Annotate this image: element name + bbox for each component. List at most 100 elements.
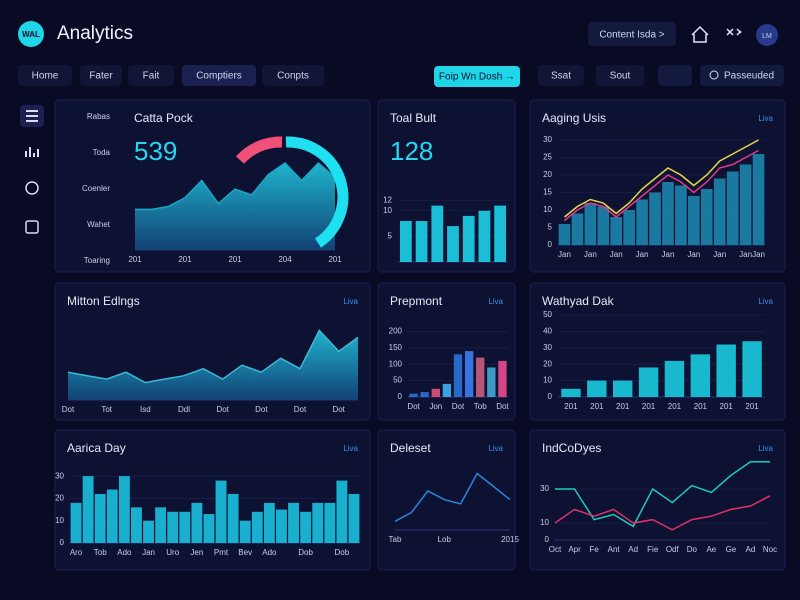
nav-tab-label[interactable]: Conpts bbox=[277, 71, 309, 82]
panel-title: Catta Pock bbox=[134, 111, 194, 125]
x-tick-label: Ad bbox=[746, 545, 756, 554]
bar bbox=[118, 476, 130, 543]
x-tick-label: 201 bbox=[720, 402, 734, 411]
panel-link[interactable]: Liva bbox=[488, 444, 503, 453]
bar bbox=[442, 383, 452, 397]
bar bbox=[716, 344, 736, 397]
bar bbox=[94, 493, 106, 543]
x-tick-label: Ad bbox=[628, 545, 638, 554]
nav-tab[interactable] bbox=[262, 65, 324, 86]
nav-tab[interactable] bbox=[182, 65, 256, 86]
panel-title: IndCoDyes bbox=[542, 441, 601, 455]
content-button-label[interactable]: Content Isda > bbox=[599, 30, 664, 41]
home-icon[interactable] bbox=[691, 25, 709, 43]
bar bbox=[561, 388, 581, 397]
x-tick-label: 201 bbox=[128, 255, 142, 264]
x-tick-label: 201 bbox=[616, 402, 630, 411]
x-tick-label: Jan bbox=[610, 250, 623, 259]
panel bbox=[529, 429, 786, 571]
x-tick-label: 2015 bbox=[501, 535, 519, 544]
bar bbox=[191, 502, 203, 543]
y-tick-label: 0 bbox=[545, 535, 550, 544]
nav-tab[interactable] bbox=[18, 65, 72, 86]
bar bbox=[312, 502, 324, 543]
panel-link[interactable]: Liva bbox=[488, 297, 503, 306]
avatar-text[interactable]: LM bbox=[762, 33, 772, 40]
list-icon[interactable] bbox=[26, 110, 38, 122]
avatar[interactable] bbox=[756, 24, 778, 46]
line bbox=[564, 139, 759, 218]
x-tick-label: Ae bbox=[706, 545, 716, 554]
x-tick-label: Jan bbox=[662, 250, 675, 259]
x-tick-label: Jen bbox=[190, 548, 203, 557]
x-tick-label: Noc bbox=[763, 545, 777, 554]
logo bbox=[18, 21, 44, 47]
bar bbox=[587, 380, 607, 397]
panel-link[interactable]: Liva bbox=[343, 444, 358, 453]
y-tick-label: 30 bbox=[540, 484, 549, 493]
y-tick-label: 100 bbox=[389, 359, 403, 368]
panel-link[interactable]: Liva bbox=[758, 297, 773, 306]
x-tick-label: Dot bbox=[255, 405, 268, 414]
nav-tab[interactable] bbox=[128, 65, 174, 86]
link-button[interactable] bbox=[658, 65, 692, 86]
x-tick-label: Odf bbox=[666, 545, 680, 554]
line bbox=[67, 329, 359, 384]
panel-link[interactable]: Liva bbox=[343, 297, 358, 306]
x-tick-label: Fie bbox=[647, 545, 659, 554]
bar bbox=[597, 206, 610, 245]
y-tick-label: 0 bbox=[398, 392, 403, 401]
clock-icon[interactable] bbox=[25, 181, 39, 195]
area bbox=[68, 330, 358, 400]
side-label: Rabas bbox=[87, 112, 110, 121]
chart-icon[interactable] bbox=[25, 147, 39, 157]
panels: Catta Pock 539 Rabas Toda Coenler Wahet Toarin… bbox=[54, 99, 786, 571]
nav-tab-label[interactable]: Fater bbox=[89, 71, 113, 82]
line bbox=[394, 472, 511, 522]
logo-text: WAL bbox=[22, 30, 40, 39]
panel-title: Mitton Edlngs bbox=[67, 294, 140, 308]
panel-title: Aaging Usis bbox=[542, 111, 606, 125]
x-tick-label: Ddl bbox=[178, 405, 190, 414]
y-tick-label: 50 bbox=[393, 376, 402, 385]
bar bbox=[464, 351, 474, 397]
bar bbox=[571, 213, 584, 245]
nav-tab-label[interactable]: Comptiers bbox=[196, 71, 242, 82]
y-tick-label: 10 bbox=[540, 518, 549, 527]
bar bbox=[649, 192, 661, 245]
nav-tab-label[interactable]: Fait bbox=[143, 71, 160, 82]
panel-link[interactable]: Liva bbox=[758, 114, 773, 123]
content-button[interactable] bbox=[588, 22, 676, 46]
search-icon[interactable] bbox=[709, 70, 719, 80]
nav-tab[interactable] bbox=[80, 65, 122, 86]
primary-button[interactable] bbox=[434, 66, 520, 87]
bar bbox=[415, 221, 428, 262]
bar bbox=[739, 164, 752, 245]
panel-link[interactable]: Liva bbox=[758, 444, 773, 453]
search-box[interactable] bbox=[700, 65, 784, 86]
y-tick-label: 0 bbox=[548, 392, 553, 401]
search-placeholder[interactable]: Passeuded bbox=[724, 71, 774, 82]
x-tick-label: Dot bbox=[294, 405, 307, 414]
x-tick-label: Dot bbox=[452, 402, 465, 411]
nav-tab-label[interactable]: Home bbox=[32, 71, 59, 82]
primary-button-label[interactable]: Foip Wn Dosh → bbox=[439, 72, 515, 83]
x-tick-label: Tob bbox=[94, 548, 107, 557]
calendar-icon[interactable] bbox=[25, 220, 39, 234]
x-tick-label: Jan bbox=[752, 250, 765, 259]
bar bbox=[288, 502, 299, 543]
y-tick-label: 150 bbox=[389, 343, 403, 352]
x-tick-label: Bev bbox=[238, 548, 252, 557]
settings-icon[interactable] bbox=[726, 28, 742, 36]
nav-button-label[interactable]: Sout bbox=[610, 71, 631, 82]
side-label: Coenler bbox=[82, 184, 110, 193]
y-tick-label: 10 bbox=[383, 206, 392, 215]
y-tick-label: 30 bbox=[543, 135, 552, 144]
nav-button-label[interactable]: Ssat bbox=[551, 71, 571, 82]
nav-button[interactable] bbox=[596, 65, 644, 86]
nav-button[interactable] bbox=[538, 65, 584, 86]
y-tick-label: 40 bbox=[543, 327, 552, 336]
bar bbox=[324, 502, 336, 543]
bar bbox=[155, 507, 167, 543]
x-tick-label: Dot bbox=[332, 405, 345, 414]
